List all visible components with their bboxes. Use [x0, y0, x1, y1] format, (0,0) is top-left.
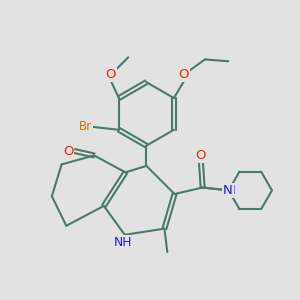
- Text: O: O: [179, 68, 189, 81]
- Text: O: O: [196, 149, 206, 162]
- Text: O: O: [106, 68, 116, 81]
- Text: N: N: [223, 184, 233, 197]
- Text: O: O: [63, 145, 74, 158]
- Text: Br: Br: [79, 120, 92, 133]
- Text: N: N: [226, 184, 235, 197]
- Text: NH: NH: [114, 236, 132, 249]
